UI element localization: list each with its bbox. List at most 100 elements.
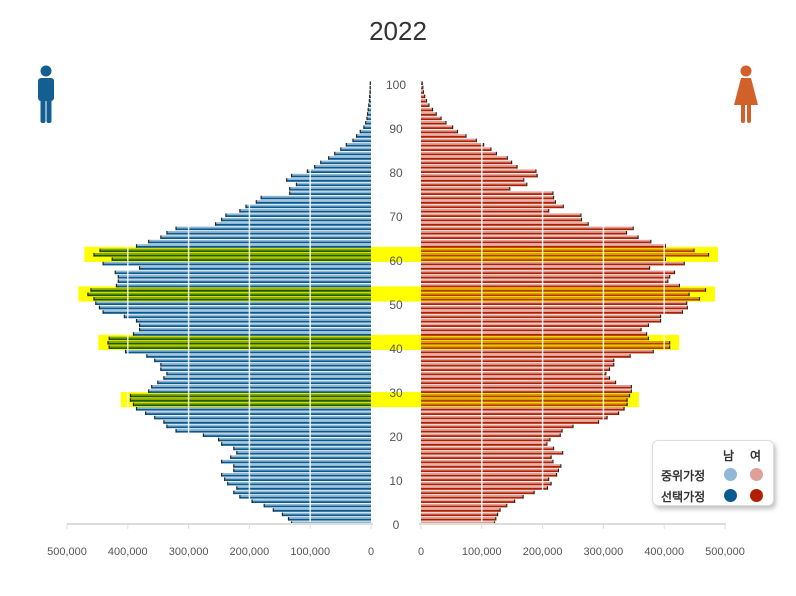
bar-male-median: [103, 310, 371, 312]
bar-male-choice: [136, 246, 371, 248]
bar-male-median: [112, 257, 371, 260]
bar-female-median: [421, 433, 560, 436]
bar-female-end: [707, 253, 710, 257]
bar-male-choice: [370, 92, 371, 94]
bar-male-choice: [94, 298, 372, 301]
bar-male-end: [154, 415, 156, 420]
bar-female-end: [630, 385, 632, 389]
bar-female-choice: [421, 219, 581, 222]
bar-male-median: [226, 213, 371, 216]
bar-female-end: [561, 429, 563, 433]
bar-female-median: [421, 517, 496, 519]
bar-male-choice: [367, 118, 371, 121]
legend-dot-female-choice[interactable]: [750, 489, 763, 502]
bar-female-end: [613, 358, 615, 363]
legend-dot-male-median[interactable]: [724, 468, 737, 481]
bar-male-end: [356, 134, 358, 138]
bar-male-choice: [234, 470, 371, 473]
bar-female-median: [421, 288, 705, 290]
bar-female-median: [421, 239, 651, 242]
bar-female-choice: [421, 92, 423, 94]
bar-female-median: [421, 345, 670, 348]
bar-female-choice: [421, 188, 510, 191]
age-tick-label: 10: [389, 474, 403, 488]
bar-female-choice: [421, 281, 668, 283]
bar-female-choice: [421, 452, 563, 455]
legend-dot-male-choice[interactable]: [724, 489, 737, 502]
bar-male-median: [367, 112, 371, 114]
grid-lines: [127, 85, 665, 522]
bar-female-choice: [421, 496, 523, 499]
bar-male-choice: [161, 369, 371, 371]
bar-female-end: [550, 455, 552, 459]
bar-female-end: [629, 354, 631, 358]
bar-female-end: [490, 147, 492, 151]
bar-male-median: [222, 442, 371, 444]
bar-female-choice: [421, 470, 558, 473]
bar-female-median: [421, 248, 694, 251]
bar-male-end: [295, 182, 298, 187]
bar-male-end: [233, 468, 235, 473]
bar-male-choice: [100, 250, 371, 253]
bar-male-choice: [256, 202, 371, 204]
legend: 남 여 중위가정 선택가정: [652, 440, 774, 506]
bar-female-end: [559, 433, 561, 437]
bar-male-choice: [252, 501, 371, 503]
bar-male-choice: [237, 452, 371, 455]
bar-male-end: [320, 160, 322, 165]
bar-male-end: [132, 402, 135, 407]
bar-male-median: [222, 217, 371, 220]
bar-male-median: [240, 209, 371, 211]
bar-male-median: [139, 266, 371, 268]
bar-female-median: [421, 283, 679, 286]
legend-dot-female-median[interactable]: [750, 468, 763, 481]
bar-female-median: [421, 415, 607, 418]
bar-male-median: [99, 305, 371, 308]
bar-female-end: [628, 393, 631, 398]
bar-female-end: [587, 222, 589, 226]
bar-female-median: [421, 160, 511, 163]
bar-male-end: [289, 187, 291, 191]
bar-female-median: [421, 336, 648, 339]
bar-female-choice: [421, 210, 549, 213]
bar-male-median: [125, 349, 371, 352]
bar-female-median: [421, 319, 660, 321]
bar-female-choice: [421, 100, 426, 103]
age-tick-label: 60: [389, 254, 403, 268]
bar-female-choice: [421, 404, 627, 407]
bar-female-choice: [421, 118, 441, 121]
bar-male-choice: [264, 505, 371, 508]
bar-male-median: [133, 402, 371, 405]
bar-female-choice: [421, 158, 507, 160]
bar-male-choice: [357, 136, 371, 138]
bar-male-end: [123, 314, 125, 319]
bar-male-median: [118, 275, 372, 277]
bar-male-median: [321, 160, 371, 163]
bar-male-median: [282, 512, 371, 515]
bar-female-choice: [421, 272, 674, 275]
bar-female-median: [421, 231, 626, 233]
bar-male-median: [115, 270, 371, 273]
legend-label-choice: 선택가정: [661, 490, 706, 504]
bar-male-end: [281, 512, 284, 517]
bar-female-median: [421, 424, 573, 427]
bar-female-choice: [421, 479, 549, 481]
bar-female-median: [421, 116, 441, 119]
bar-female-choice: [421, 298, 699, 301]
bar-male-median: [88, 292, 371, 295]
bar-male-median: [231, 455, 371, 458]
bar-female-median: [421, 191, 553, 194]
bar-male-choice: [103, 263, 371, 266]
bar-male-choice: [139, 268, 371, 270]
bar-male-choice: [234, 466, 371, 468]
x-tick-label-female: 200,000: [523, 546, 563, 558]
bar-female-end: [626, 402, 628, 407]
bar-female-end: [522, 495, 524, 499]
bar-female-median: [421, 90, 423, 92]
bar-female-choice: [421, 334, 646, 336]
bar-male-end: [154, 358, 156, 363]
bar-female-end: [495, 517, 497, 521]
bar-female-end: [554, 200, 556, 204]
bar-female-median: [421, 459, 553, 462]
bar-female-end: [580, 217, 583, 222]
